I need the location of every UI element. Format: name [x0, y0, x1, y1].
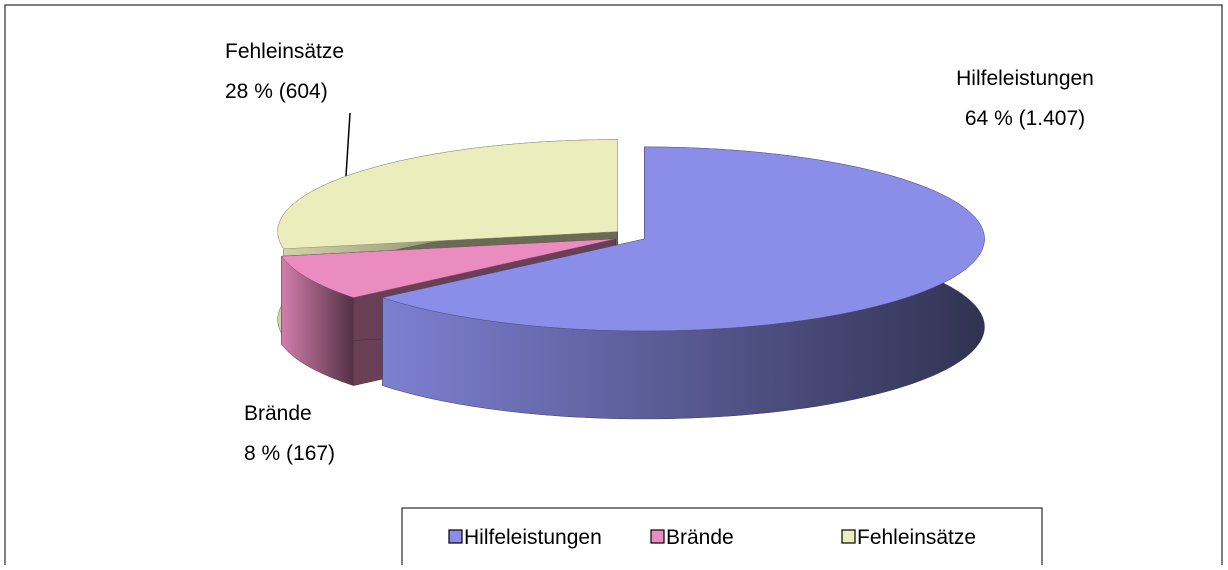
data-label-name: Brände — [244, 402, 312, 425]
legend-label: Hilfeleistungen — [464, 526, 602, 549]
data-label-name: Hilfeleistungen — [956, 67, 1094, 90]
legend-swatch — [841, 529, 856, 544]
legend-box — [401, 507, 1043, 570]
data-label-value: 28 % (604) — [225, 80, 328, 103]
data-label-value: 8 % (167) — [244, 442, 335, 465]
legend-label: Brände — [666, 526, 734, 549]
slice — [277, 139, 618, 250]
data-label-value: 64 % (1.407) — [965, 107, 1085, 130]
legend-swatch — [650, 529, 665, 544]
slice — [281, 238, 616, 298]
legend-label: Fehleinsätze — [857, 526, 976, 549]
leader-line — [345, 112, 351, 177]
legend-swatch — [448, 529, 463, 544]
slice — [381, 146, 985, 332]
data-label-name: Fehleinsätze — [225, 40, 344, 63]
